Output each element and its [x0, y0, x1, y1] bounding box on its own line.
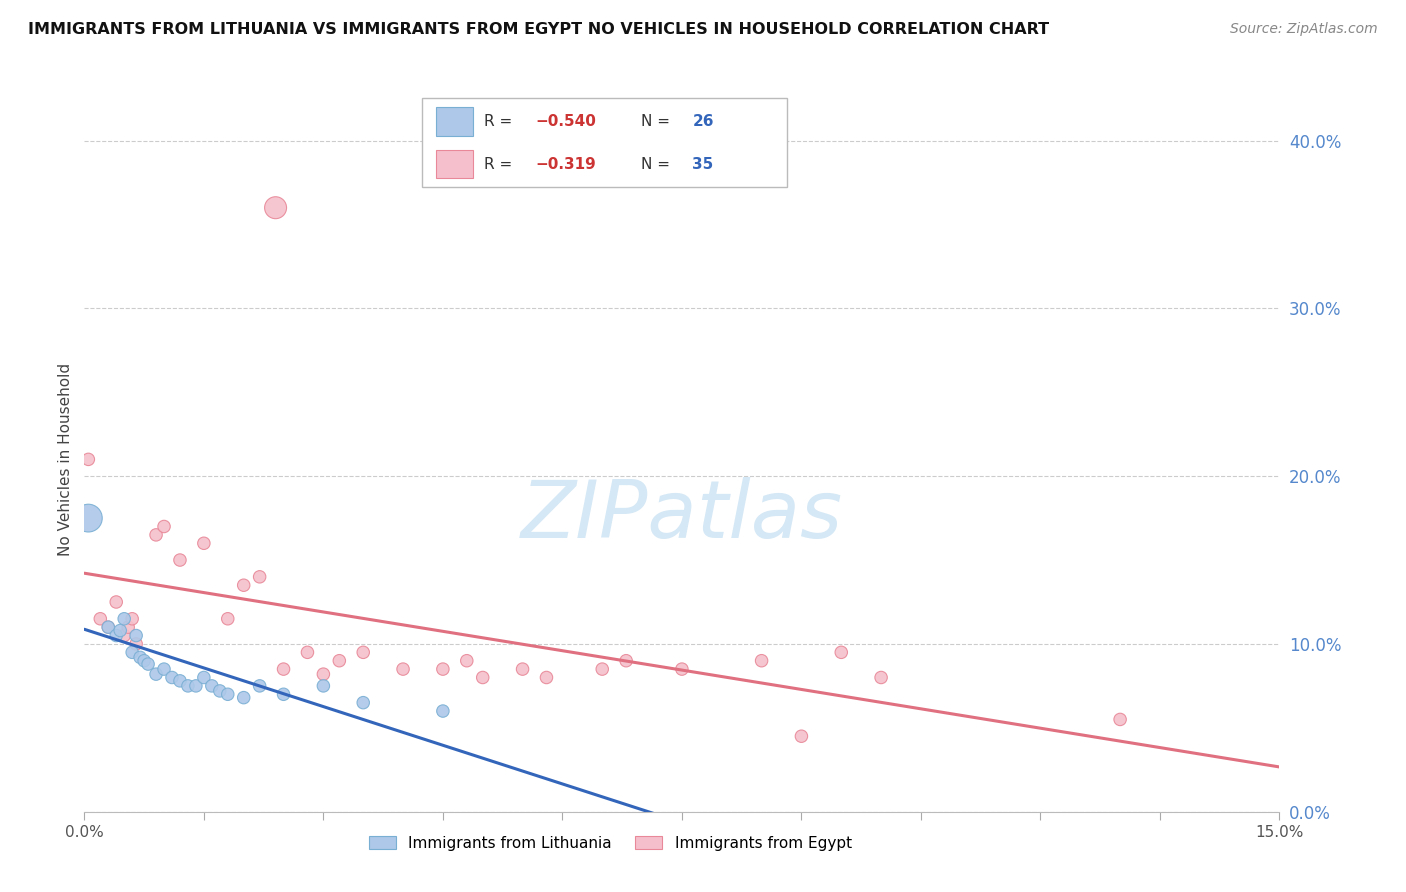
Point [217, 612, 239, 626]
Point [169, 553, 191, 567]
Point [132, 654, 156, 668]
Point [89, 612, 111, 626]
FancyBboxPatch shape [422, 98, 787, 187]
Text: N =: N = [641, 157, 671, 171]
FancyBboxPatch shape [436, 107, 472, 136]
Point [870, 671, 893, 685]
Point [536, 671, 558, 685]
Point [264, 201, 287, 215]
Text: −0.319: −0.319 [536, 157, 596, 171]
Point [671, 662, 693, 676]
Point [471, 671, 494, 685]
Point [129, 650, 152, 665]
Point [184, 679, 207, 693]
Point [830, 645, 852, 659]
Legend: Immigrants from Lithuania, Immigrants from Egypt: Immigrants from Lithuania, Immigrants fr… [363, 830, 858, 857]
Point [790, 729, 813, 743]
Text: −0.540: −0.540 [536, 114, 596, 128]
Text: 26: 26 [692, 114, 714, 128]
Point [249, 570, 271, 584]
Point [145, 667, 167, 681]
Point [249, 679, 271, 693]
FancyBboxPatch shape [436, 150, 472, 178]
Point [328, 654, 350, 668]
Point [125, 637, 148, 651]
Point [352, 696, 374, 710]
Point [153, 519, 176, 533]
Point [145, 528, 167, 542]
Text: R =: R = [484, 114, 512, 128]
Text: ZIPatlas: ZIPatlas [520, 476, 844, 555]
Point [110, 624, 132, 638]
Point [273, 687, 295, 701]
Point [591, 662, 613, 676]
Point [193, 536, 215, 550]
Point [273, 662, 295, 676]
Point [77, 511, 100, 525]
Point [112, 628, 135, 642]
Point [201, 679, 224, 693]
Text: N =: N = [641, 114, 671, 128]
Point [432, 704, 454, 718]
Point [297, 645, 319, 659]
Point [97, 620, 120, 634]
Point [121, 645, 143, 659]
Point [208, 684, 231, 698]
Y-axis label: No Vehicles in Household: No Vehicles in Household [58, 363, 73, 556]
Point [352, 645, 374, 659]
Point [432, 662, 454, 676]
Point [125, 628, 148, 642]
Point [121, 612, 143, 626]
Point [751, 654, 773, 668]
Point [77, 452, 100, 467]
Point [97, 620, 120, 634]
Point [232, 578, 254, 592]
Point [312, 667, 335, 681]
Text: R =: R = [484, 157, 512, 171]
Point [153, 662, 176, 676]
Point [160, 671, 183, 685]
Point [193, 671, 215, 685]
Point [112, 612, 135, 626]
Point [217, 687, 239, 701]
Point [512, 662, 534, 676]
Point [392, 662, 415, 676]
Point [456, 654, 478, 668]
Point [177, 679, 200, 693]
Point [136, 657, 159, 671]
Point [232, 690, 254, 705]
Text: Source: ZipAtlas.com: Source: ZipAtlas.com [1230, 22, 1378, 37]
Point [614, 654, 637, 668]
Text: IMMIGRANTS FROM LITHUANIA VS IMMIGRANTS FROM EGYPT NO VEHICLES IN HOUSEHOLD CORR: IMMIGRANTS FROM LITHUANIA VS IMMIGRANTS … [28, 22, 1049, 37]
Point [105, 628, 128, 642]
Text: 35: 35 [692, 157, 714, 171]
Point [169, 673, 191, 688]
Point [1109, 713, 1132, 727]
Point [105, 595, 128, 609]
Point [312, 679, 335, 693]
Point [117, 620, 139, 634]
